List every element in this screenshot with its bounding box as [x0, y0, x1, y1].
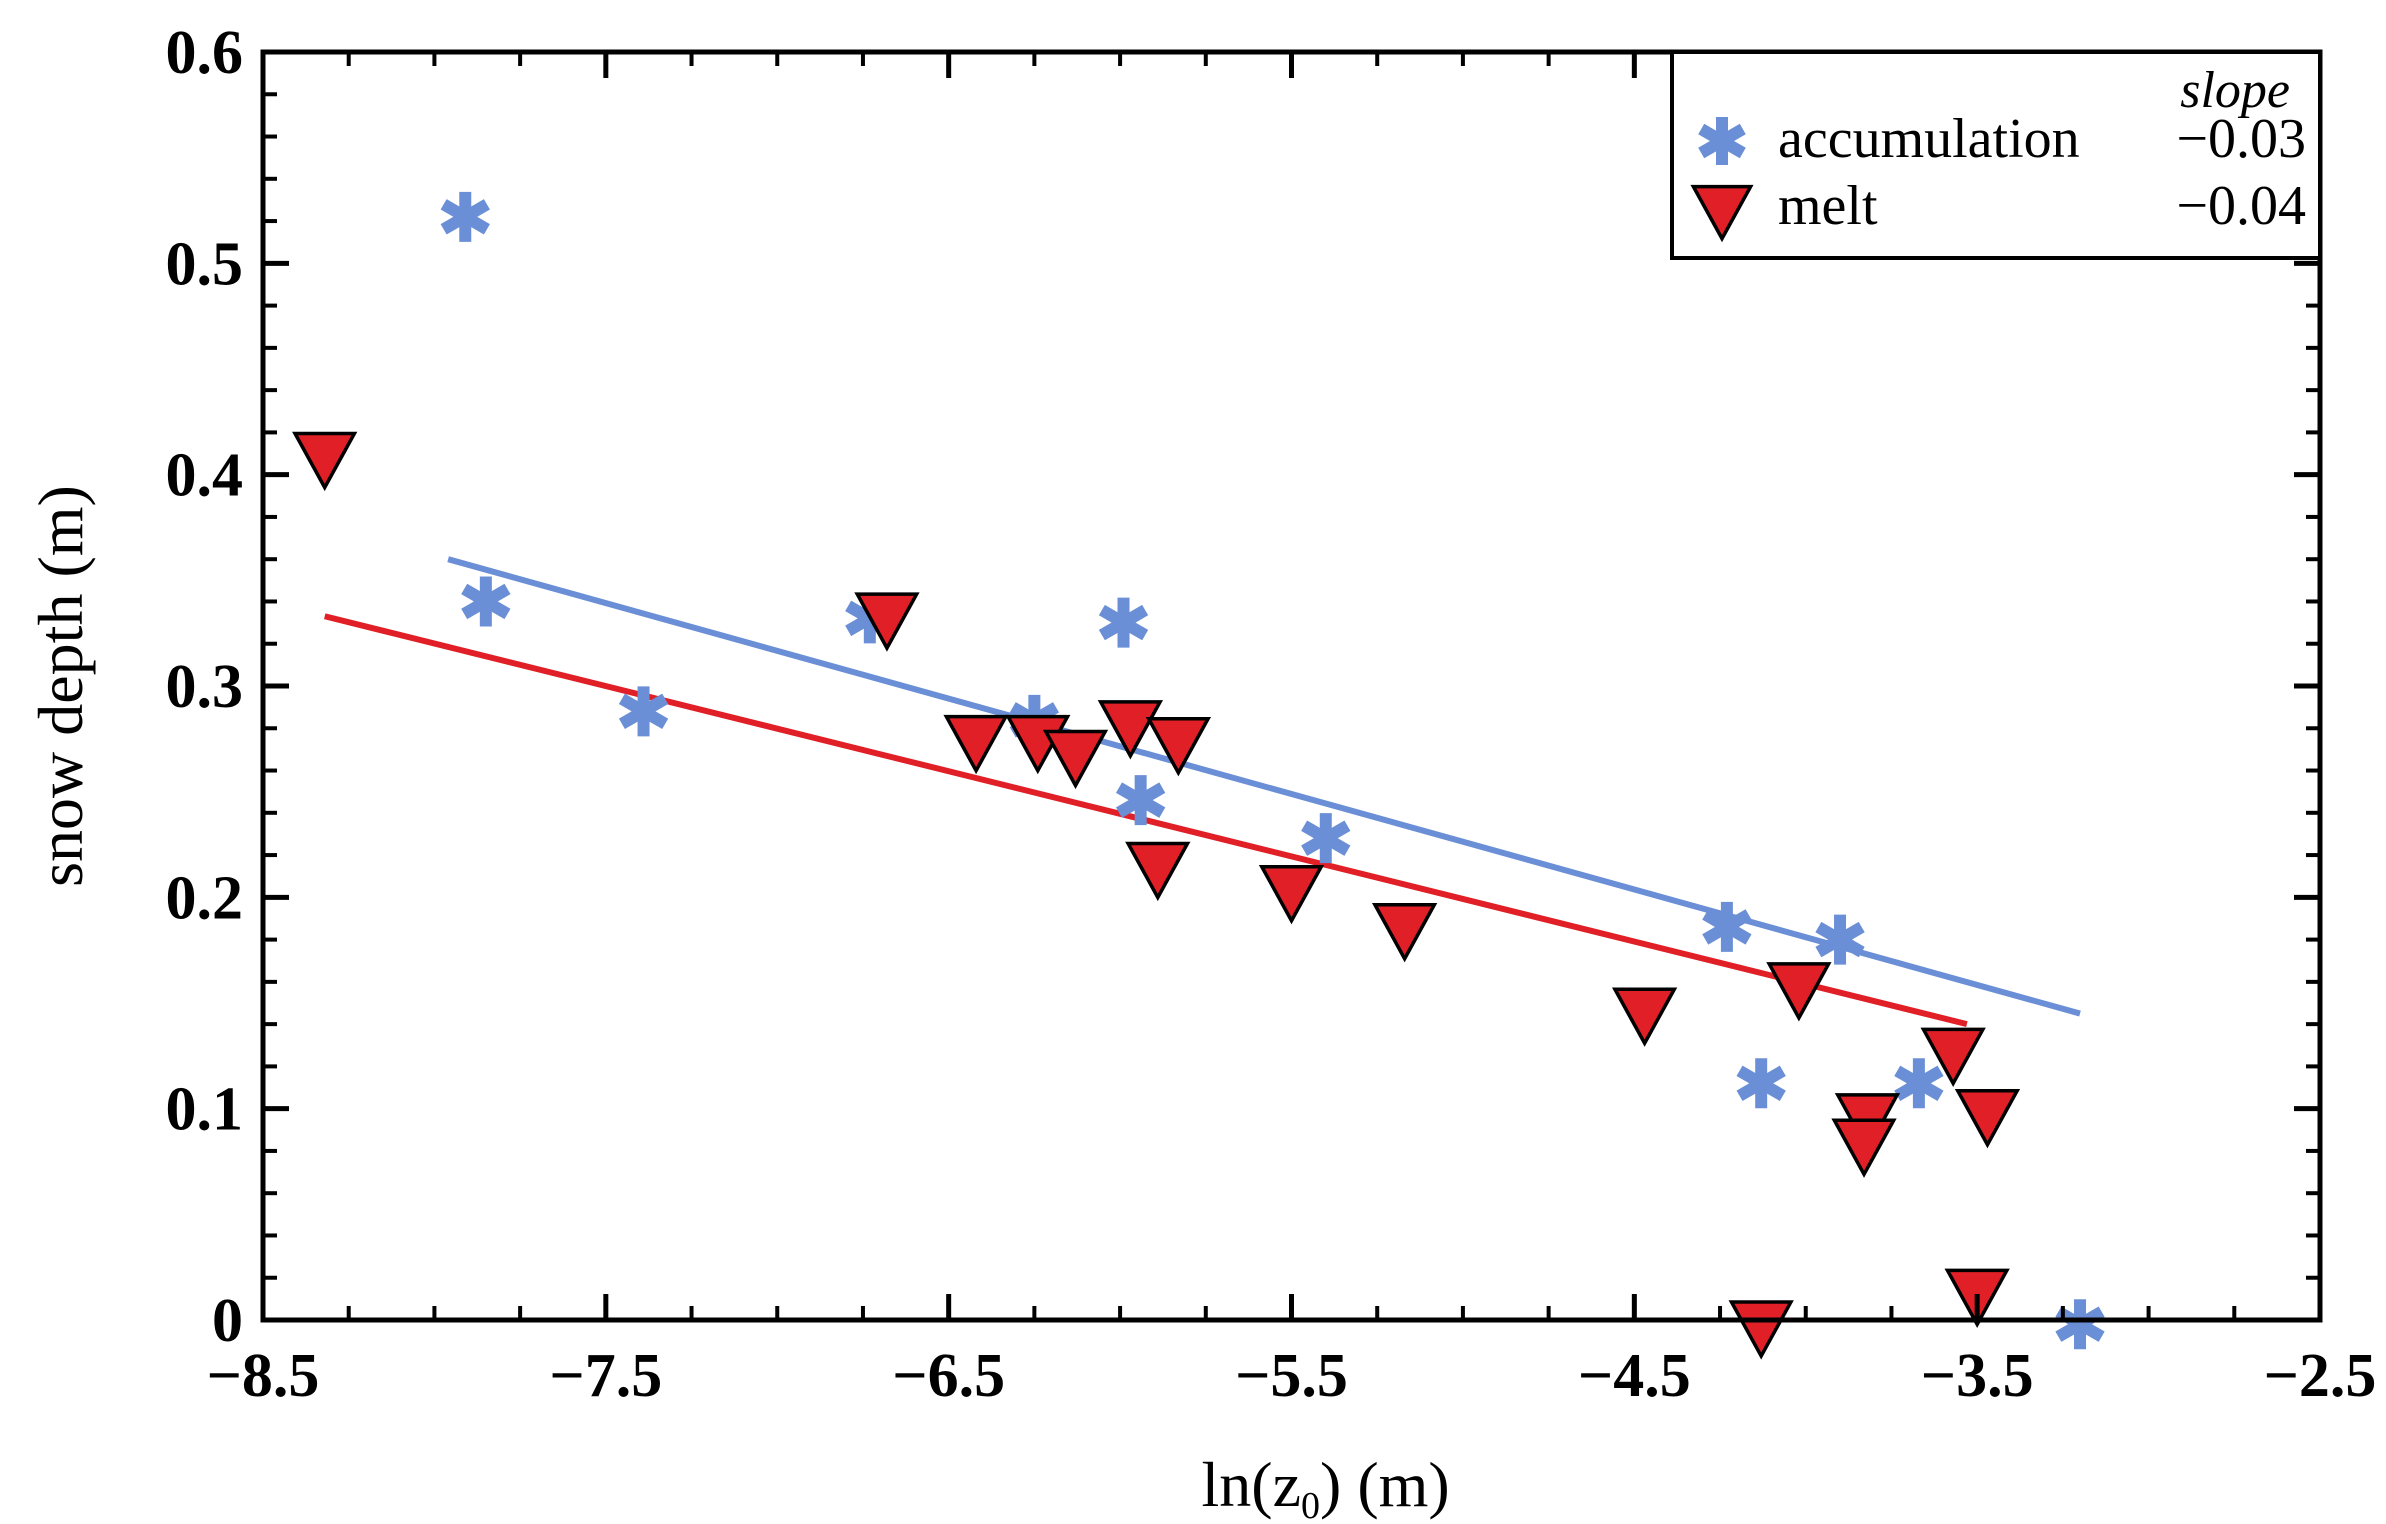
accumulation-point [1116, 775, 1166, 826]
accumulation-point [1815, 914, 1865, 965]
accumulation-point [1894, 1058, 1944, 1109]
accumulation-point [1301, 813, 1351, 864]
y-tick-label: 0.2 [166, 864, 244, 932]
legend: slope accumulation −0.03 melt −0.04 [1670, 50, 2322, 260]
accumulation-point [1702, 901, 1752, 952]
x-axis-title: ln(z0) (m) [1202, 1449, 1450, 1524]
x-tick-label: −8.5 [207, 1342, 320, 1410]
x-tick-label: −6.5 [892, 1342, 1005, 1410]
accumulation-fit-line [447, 556, 2081, 1017]
melt-point [1145, 717, 1212, 777]
legend-slope-value: −0.04 [2176, 175, 2306, 237]
accumulation-point [461, 576, 511, 627]
accumulation-point [1098, 597, 1149, 648]
legend-label: melt [1778, 175, 1878, 237]
y-tick-label: 0.3 [166, 653, 244, 721]
melt-point [1766, 962, 1832, 1022]
accumulation-point [2055, 1299, 2105, 1350]
plot-area [292, 191, 2105, 1360]
x-axis-title-main: ln(z [1202, 1449, 1302, 1520]
legend-box [1670, 50, 2322, 260]
melt-point [1097, 700, 1164, 760]
melt-point [1831, 1118, 1897, 1178]
melt-point [854, 592, 920, 652]
accumulation-point [440, 191, 490, 242]
x-axis-title-units: ) (m) [1320, 1449, 1450, 1520]
melt-point [943, 714, 1009, 775]
melt-point [1611, 987, 1678, 1047]
legend-marker-asterisk [1698, 117, 1746, 165]
melt-point [1954, 1088, 2021, 1149]
accumulation-point [618, 686, 669, 737]
x-tick-label: −5.5 [1235, 1342, 1348, 1410]
melt-point [1920, 1027, 1986, 1088]
axes: −8.5 −7.5 −6.5 −5.5 −4.5 −3.5 −2.5 0 0.1 0.2 0.3 0.… [25, 19, 2376, 1524]
legend-header: slope [2180, 62, 2290, 119]
y-tick-label: 0.5 [166, 230, 244, 298]
y-tick-label: 0.4 [166, 442, 244, 510]
y-tick-label: 0.6 [166, 19, 244, 87]
y-tick-label: 0.1 [166, 1076, 244, 1144]
melt-point [1371, 902, 1438, 963]
x-axis-title-subscript: 0 [1301, 1485, 1320, 1524]
melt-point [292, 431, 358, 492]
y-axis-title: snow depth (m) [25, 485, 96, 887]
legend-label: accumulation [1778, 108, 2080, 170]
legend-slope-value: −0.03 [2176, 108, 2306, 170]
y-tick-label: 0 [212, 1287, 243, 1355]
melt-point [1125, 841, 1191, 902]
accumulation-point [1736, 1058, 1786, 1109]
x-tick-label: −4.5 [1578, 1342, 1691, 1410]
legend-marker-triangle [1690, 184, 1754, 243]
x-tick-label: −3.5 [1921, 1342, 2034, 1410]
melt-point [1042, 729, 1109, 790]
melt-point [1728, 1300, 1794, 1360]
x-tick-label: −2.5 [2264, 1342, 2377, 1410]
x-tick-label: −7.5 [549, 1342, 662, 1410]
melt-point [1258, 864, 1325, 925]
